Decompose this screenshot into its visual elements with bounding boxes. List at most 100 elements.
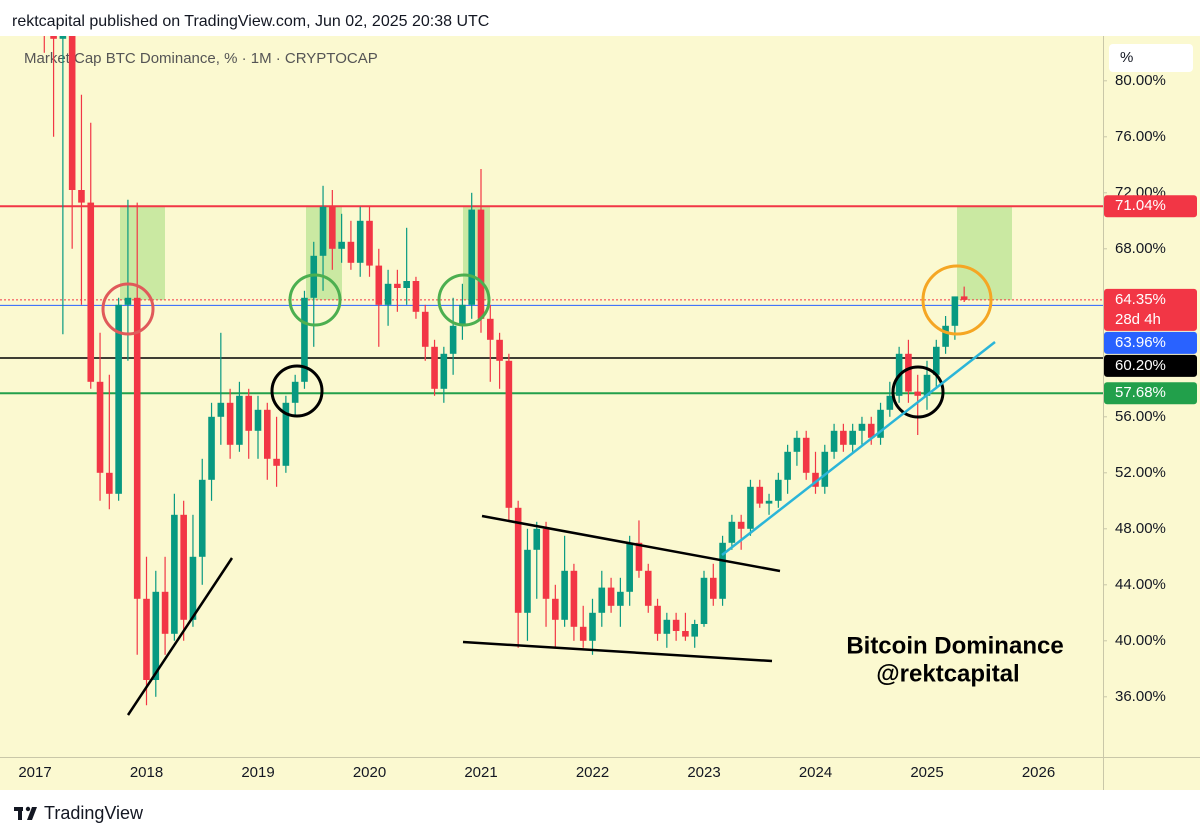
- candle-body: [886, 395, 894, 410]
- candle-body: [942, 325, 949, 347]
- candle-body: [440, 353, 448, 389]
- candle-body: [858, 423, 866, 431]
- unit-box: [1109, 44, 1193, 72]
- candle-body: [282, 402, 290, 466]
- candle-body: [914, 391, 922, 396]
- y-tick-label: 36.00%: [1115, 688, 1166, 705]
- candle-body: [932, 346, 940, 375]
- candle-body: [273, 458, 280, 466]
- candle-body: [905, 353, 912, 392]
- header-bg: [0, 0, 1200, 36]
- candle-body: [747, 486, 754, 529]
- trendline: [721, 341, 996, 556]
- level-tag-label: 64.35%: [1115, 291, 1166, 308]
- unit-label: %: [1120, 49, 1133, 66]
- candle-body: [78, 190, 85, 203]
- candle-body: [236, 395, 243, 445]
- candle-body: [301, 297, 308, 382]
- candle-body: [347, 241, 355, 263]
- brand-logo: [14, 806, 37, 820]
- x-tick-label: 2022: [576, 764, 609, 781]
- x-tick-label: 2026: [1022, 764, 1055, 781]
- symbol-title: Market Cap BTC Dominance, % · 1M · CRYPT…: [24, 50, 378, 67]
- candle-body: [152, 591, 160, 680]
- candle-body: [412, 281, 420, 312]
- candle-body: [477, 209, 485, 319]
- time-axis: 2017 2018 2019 2020 2021 2022 2023 2024 2025 2026: [18, 764, 1055, 781]
- candle-body: [672, 619, 680, 631]
- candle-body: [561, 570, 568, 620]
- logo-part: [27, 807, 37, 820]
- level-tag-timer: 28d 4h: [1115, 311, 1161, 328]
- annotation: Bitcoin Dominance: [846, 632, 1063, 659]
- candle-body: [821, 451, 829, 487]
- candle-body: [877, 409, 884, 438]
- candle-body: [329, 206, 336, 249]
- candle-body: [867, 423, 875, 438]
- candle-body: [291, 381, 299, 403]
- footer-bg: [0, 790, 1200, 836]
- level-tag: [1104, 331, 1197, 354]
- circle-marker: [270, 364, 324, 418]
- candle-body: [356, 220, 364, 263]
- candle-body: [542, 528, 550, 599]
- level-tag: [1104, 354, 1197, 377]
- candle-body: [226, 402, 234, 445]
- level-tag-label: 63.96%: [1115, 334, 1166, 351]
- candle-body: [245, 395, 253, 431]
- x-tick-label: 2021: [464, 764, 497, 781]
- candle-body: [449, 325, 457, 354]
- trendline: [126, 557, 234, 716]
- candle-body: [784, 451, 791, 480]
- x-tick-label: 2025: [910, 764, 943, 781]
- candle-body: [514, 507, 522, 613]
- candle-body: [951, 296, 959, 326]
- level-tag-label: 60.20%: [1115, 357, 1166, 374]
- candle-body: [589, 612, 596, 641]
- candle-body: [849, 430, 856, 445]
- level-tag: [1104, 195, 1197, 218]
- candle-body: [737, 521, 745, 529]
- candle-body: [570, 570, 578, 627]
- candle-body: [143, 598, 150, 680]
- trendline: [462, 640, 773, 663]
- candle-body: [524, 549, 531, 613]
- circle-marker: [921, 264, 993, 336]
- candle-body: [793, 437, 801, 452]
- candle-body: [133, 297, 141, 599]
- candle-body: [68, 36, 76, 190]
- y-tick-label: 52.00%: [1115, 464, 1166, 481]
- candle-body: [421, 311, 429, 347]
- circle-marker: [437, 273, 491, 327]
- candle-body: [375, 265, 383, 305]
- x-tick-label: 2024: [799, 764, 832, 781]
- logo-part: [18, 807, 22, 820]
- candle-body: [533, 528, 541, 550]
- candle-body: [486, 318, 494, 340]
- candle-body: [124, 297, 132, 305]
- candle-body: [654, 605, 661, 634]
- candle-body: [217, 402, 225, 417]
- candle-body: [691, 624, 699, 637]
- x-tick-label: 2018: [130, 764, 163, 781]
- candle-body: [468, 209, 476, 305]
- candle-body: [310, 255, 318, 298]
- candle-body: [106, 472, 113, 494]
- candle-body: [180, 514, 187, 620]
- candle-body: [830, 430, 838, 452]
- candle-body: [756, 486, 764, 504]
- candle-body: [115, 304, 122, 494]
- candle-body: [960, 296, 968, 300]
- candle-body: [598, 587, 606, 613]
- y-tick-label: 48.00%: [1115, 520, 1166, 537]
- candle-body: [709, 577, 717, 599]
- candle-body: [254, 409, 262, 431]
- candle-body: [728, 521, 736, 543]
- candle-body: [161, 591, 169, 634]
- level-tag: [1104, 288, 1197, 331]
- candle-body: [338, 241, 345, 249]
- x-tick-label: 2020: [353, 764, 386, 781]
- level-tag-label: 71.04%: [1115, 197, 1166, 214]
- candle-body: [840, 430, 847, 445]
